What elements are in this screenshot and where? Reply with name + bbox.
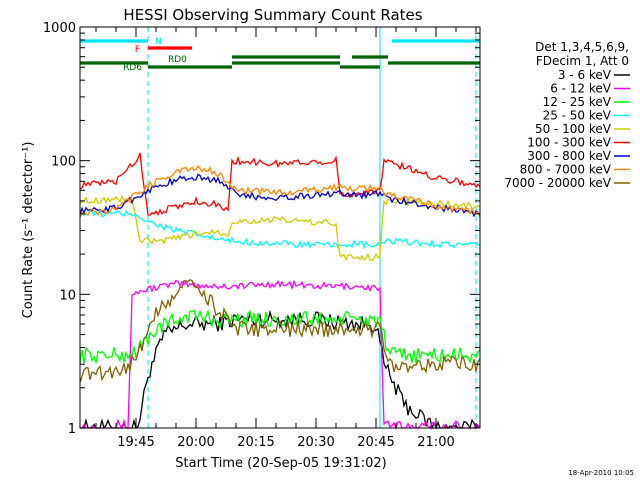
series-line-2: [80, 279, 481, 430]
flag-label-f: F: [135, 45, 140, 55]
series-line-1: [80, 309, 481, 431]
plot-frame: [79, 26, 481, 429]
legend-label-2: 6 - 12 keV: [550, 82, 612, 96]
x-tick-label-2: 20:15: [237, 435, 274, 450]
flag-label-rd6: RD6: [123, 63, 142, 73]
y-tick-label-1: 10: [59, 288, 76, 303]
x-tick-label-0: 19:45: [117, 435, 154, 450]
x-tick-label-4: 20:45: [357, 435, 394, 450]
plot-area: N F RD0 RD6 1 10 100 1000 19:45 20:00 20:15 20:30 20…: [43, 21, 481, 450]
legend-label-5: 50 - 100 keV: [535, 122, 612, 136]
x-axis-label: Start Time (20-Sep-05 19:31:02): [175, 456, 386, 471]
timestamp: 18-Apr-2010 10:05: [568, 469, 634, 477]
x-tick-label-1: 20:00: [177, 435, 214, 450]
y-tick-label-0: 1: [68, 422, 76, 437]
x-tick-label-3: 20:30: [297, 435, 334, 450]
legend-header-line-2: FDecim 1, Att 0: [536, 54, 629, 68]
y-tick-label-2: 100: [51, 155, 76, 170]
flag-label-n: N: [155, 37, 162, 47]
legend-label-3: 12 - 25 keV: [543, 95, 612, 109]
legend-label-8: 800 - 7000 keV: [520, 163, 612, 177]
legend-header-line-1: Det 1,3,4,5,6,9,: [535, 40, 629, 54]
legend-label-7: 300 - 800 keV: [527, 149, 611, 163]
series-line-4: [79, 209, 481, 250]
series-line-5: [79, 194, 481, 262]
legend-label-6: 100 - 300 keV: [527, 136, 611, 150]
legend-label-4: 25 - 50 keV: [543, 109, 612, 123]
x-tick-label-5: 21:00: [417, 435, 454, 450]
legend-label-9: 7000 - 20000 keV: [504, 176, 611, 190]
series-line-7: [79, 173, 481, 218]
series-line-9: [79, 279, 481, 383]
legend-label-1: 3 - 6 keV: [558, 68, 612, 82]
y-tick-label-3: 1000: [43, 21, 76, 36]
y-axis-label: Count Rate (s⁻¹ detector⁻¹): [21, 142, 36, 319]
flag-label-rd0: RD0: [168, 55, 187, 65]
series-line-6: [79, 152, 481, 217]
chart-title: HESSI Observing Summary Count Rates: [123, 6, 422, 24]
series-line-8: [79, 165, 481, 218]
